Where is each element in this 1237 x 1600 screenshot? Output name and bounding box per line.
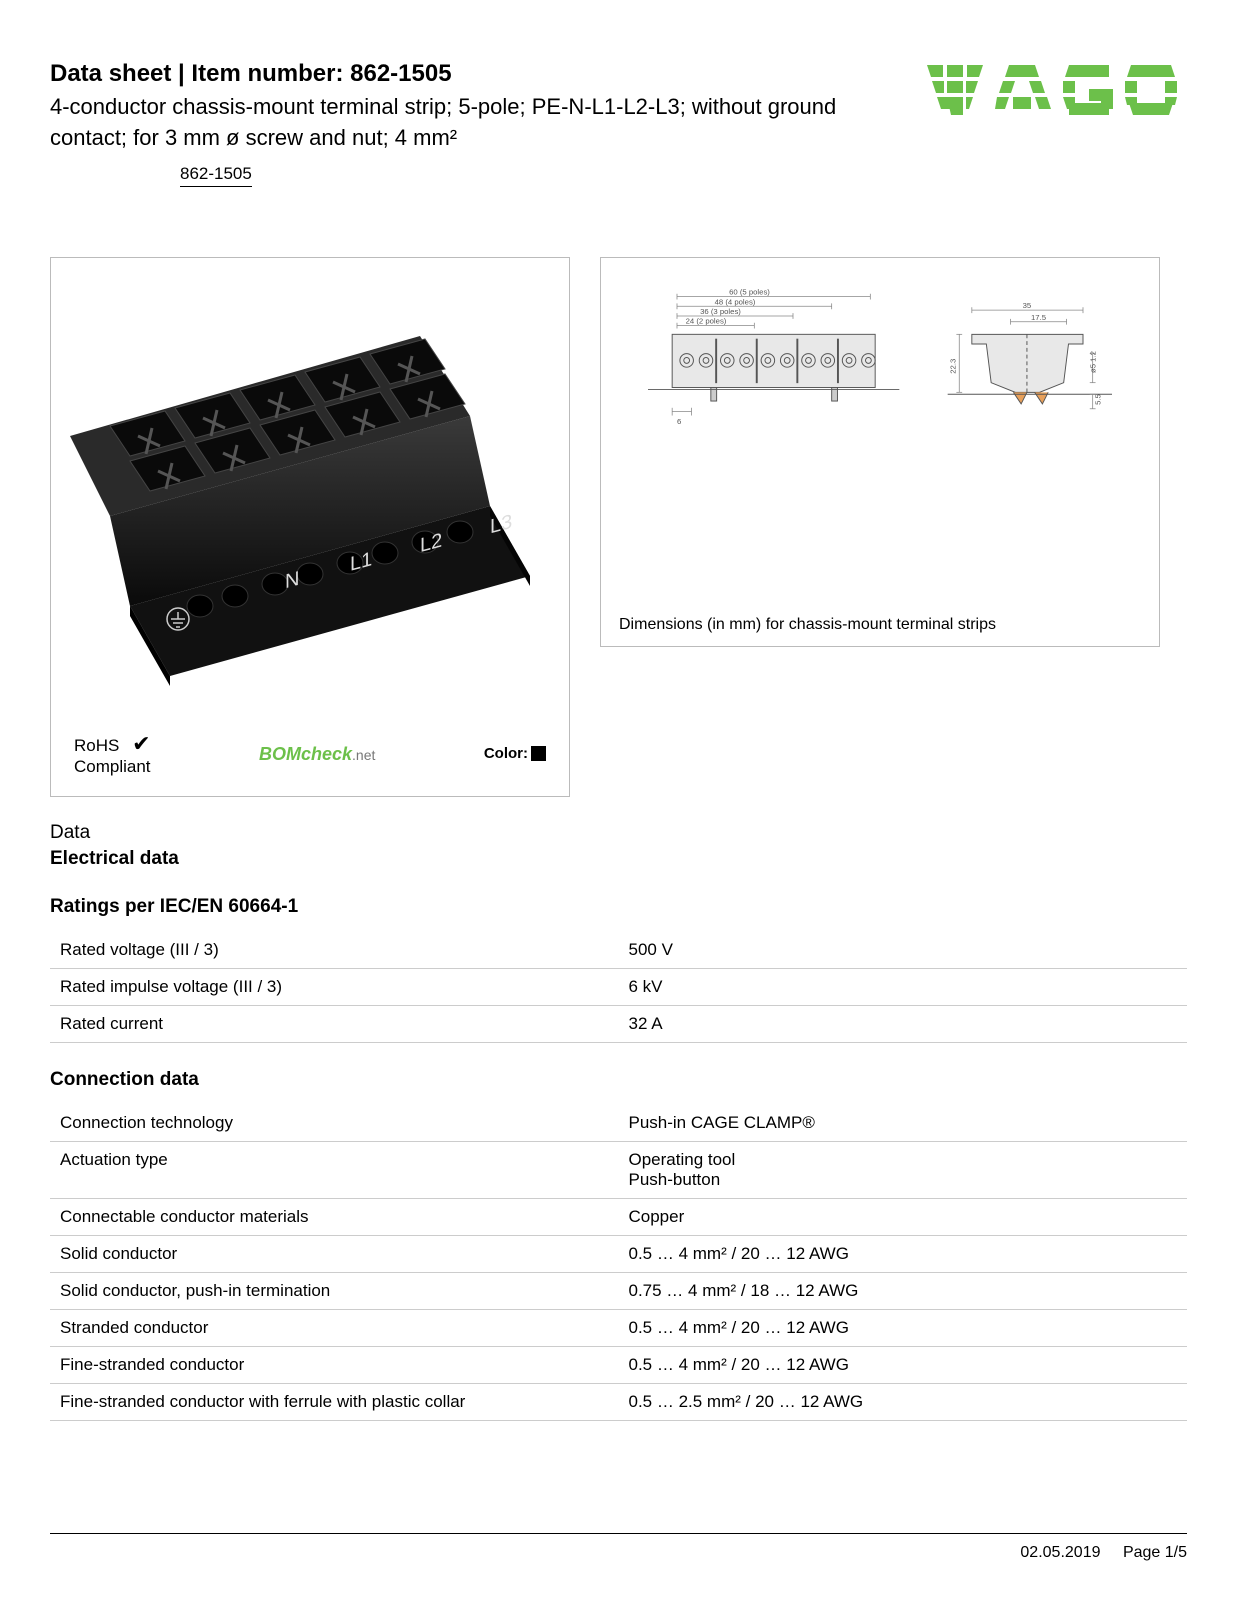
data-label: Data [50, 822, 1187, 844]
cell-label: Connectable conductor materials [50, 1198, 619, 1235]
dimensions-drawing: 60 (5 poles) 48 (4 poles) 36 (3 poles) 2… [619, 276, 1141, 586]
cell-label: Rated voltage (III / 3) [50, 932, 619, 969]
electrical-data-title: Electrical data [50, 848, 1187, 870]
dim-48: 48 (4 poles) [715, 297, 756, 306]
table-row: Connectable conductor materials Copper [50, 1198, 1187, 1235]
footer-date: 02.05.2019 [1020, 1544, 1100, 1561]
footer-page: Page 1/5 [1123, 1544, 1187, 1561]
compliance-row: RoHS ✔ Compliant BOMcheck.net Color: [69, 731, 551, 778]
svg-text:N: N [285, 567, 299, 592]
cell-label: Rated impulse voltage (III / 3) [50, 968, 619, 1005]
product-image: N L1 L2 L3 [69, 276, 551, 696]
cell-value-text: Operating tool Push-button [629, 1150, 736, 1189]
cell-label: Stranded conductor [50, 1309, 619, 1346]
connection-table: Connection technology Push-in CAGE CLAMP… [50, 1105, 1187, 1421]
table-row: Solid conductor 0.5 … 4 mm² / 20 … 12 AW… [50, 1235, 1187, 1272]
dim-36: 36 (3 poles) [700, 307, 741, 316]
dimensions-caption: Dimensions (in mm) for chassis-mount ter… [619, 616, 1141, 634]
cell-value: Copper [619, 1198, 1188, 1235]
images-row: N L1 L2 L3 RoHS ✔ Compliant BOMcheck.net… [50, 257, 1187, 797]
subtitle: 4-conductor chassis-mount terminal strip… [50, 92, 850, 154]
dim-24: 24 (2 poles) [686, 316, 727, 325]
cell-label: Solid conductor, push-in termination [50, 1272, 619, 1309]
table-row: Rated current 32 A [50, 1005, 1187, 1042]
dimensions-box: 60 (5 poles) 48 (4 poles) 36 (3 poles) 2… [600, 257, 1160, 647]
dim-6: 6 [677, 417, 681, 426]
dim-35: 35 [1023, 301, 1032, 310]
title-line: Data sheet | Item number: 862-1505 [50, 60, 927, 88]
bomcheck-suffix: .net [352, 747, 375, 763]
header-text: Data sheet | Item number: 862-1505 4-con… [50, 60, 927, 187]
cell-value: 0.5 … 4 mm² / 20 … 12 AWG [619, 1235, 1188, 1272]
check-icon: ✔ [132, 731, 150, 756]
rohs-compliant: RoHS ✔ Compliant [74, 731, 151, 778]
table-row: Fine-stranded conductor 0.5 … 4 mm² / 20… [50, 1346, 1187, 1383]
connection-title: Connection data [50, 1069, 1187, 1091]
table-row: Rated voltage (III / 3) 500 V [50, 932, 1187, 969]
item-number: 862-1505 [350, 60, 451, 87]
dim-17.5: 17.5 [1031, 312, 1046, 321]
product-image-box: N L1 L2 L3 RoHS ✔ Compliant BOMcheck.net… [50, 257, 570, 797]
footer: 02.05.2019 Page 1/5 [50, 1533, 1187, 1562]
dim-d5: ø5 1.2 [1089, 351, 1098, 373]
table-row: Stranded conductor 0.5 … 4 mm² / 20 … 12… [50, 1309, 1187, 1346]
bomcheck-logo: BOMcheck.net [259, 744, 375, 765]
dim-22.3: 22.3 [948, 358, 957, 373]
wago-logo [927, 60, 1187, 120]
color-label: Color: [484, 745, 528, 762]
compliant-text: Compliant [74, 757, 151, 776]
table-row: Solid conductor, push-in termination 0.7… [50, 1272, 1187, 1309]
cell-value: 32 A [619, 1005, 1188, 1042]
rohs-text: RoHS [74, 736, 119, 755]
cell-value: 0.5 … 4 mm² / 20 … 12 AWG [619, 1309, 1188, 1346]
cell-label: Fine-stranded conductor [50, 1346, 619, 1383]
ratings-title: Ratings per IEC/EN 60664-1 [50, 896, 1187, 918]
svg-text:L3: L3 [490, 510, 512, 538]
cell-value: 500 V [619, 932, 1188, 969]
bomcheck-text: BOMcheck [259, 744, 352, 764]
cell-value-text: Push-in CAGE CLAMP® [629, 1113, 815, 1132]
cell-label: Fine-stranded conductor with ferrule wit… [50, 1383, 619, 1420]
cell-label: Actuation type [50, 1141, 619, 1198]
cell-value: 0.5 … 2.5 mm² / 20 … 12 AWG [619, 1383, 1188, 1420]
part-number-link[interactable]: 862-1505 [180, 164, 252, 187]
title-prefix: Data sheet | Item number: [50, 60, 350, 87]
cell-value: Push-in CAGE CLAMP® [619, 1105, 1188, 1142]
cell-value: 0.75 … 4 mm² / 18 … 12 AWG [619, 1272, 1188, 1309]
cell-label: Connection technology [50, 1105, 619, 1142]
dim-5.5: 5.5 [1093, 394, 1102, 405]
cell-value: Operating tool Push-button [619, 1141, 1188, 1198]
header: Data sheet | Item number: 862-1505 4-con… [50, 60, 1187, 187]
color-indicator: Color: [484, 745, 546, 763]
ratings-table: Rated voltage (III / 3) 500 V Rated impu… [50, 932, 1187, 1043]
cell-label: Solid conductor [50, 1235, 619, 1272]
table-row: Rated impulse voltage (III / 3) 6 kV [50, 968, 1187, 1005]
table-row: Fine-stranded conductor with ferrule wit… [50, 1383, 1187, 1420]
cell-label: Rated current [50, 1005, 619, 1042]
cell-value: 6 kV [619, 968, 1188, 1005]
table-row: Connection technology Push-in CAGE CLAMP… [50, 1105, 1187, 1142]
color-swatch [531, 746, 546, 761]
dim-60: 60 (5 poles) [729, 287, 770, 296]
table-row: Actuation type Operating tool Push-butto… [50, 1141, 1187, 1198]
cell-value: 0.5 … 4 mm² / 20 … 12 AWG [619, 1346, 1188, 1383]
